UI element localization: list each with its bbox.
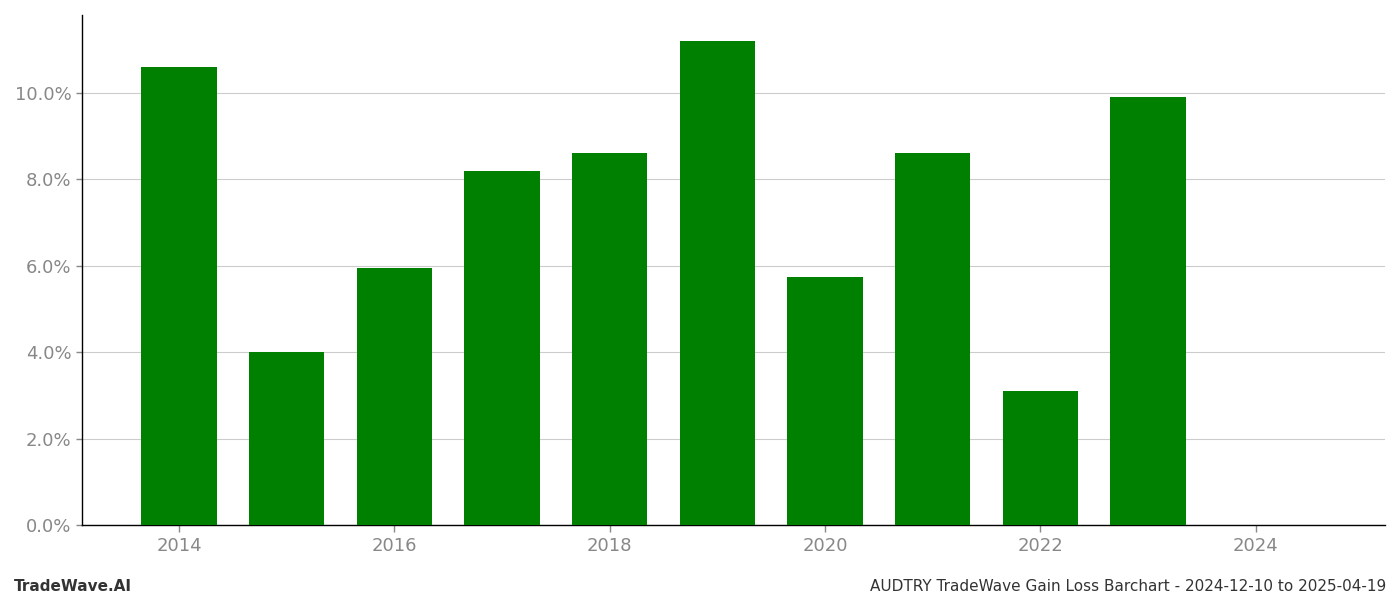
Bar — [680, 41, 755, 525]
Bar — [787, 277, 862, 525]
Text: TradeWave.AI: TradeWave.AI — [14, 579, 132, 594]
Bar — [895, 154, 970, 525]
Bar — [573, 154, 647, 525]
Bar — [141, 67, 217, 525]
Bar — [465, 170, 540, 525]
Bar — [357, 268, 433, 525]
Bar — [1002, 391, 1078, 525]
Bar — [1110, 97, 1186, 525]
Bar — [249, 352, 325, 525]
Text: AUDTRY TradeWave Gain Loss Barchart - 2024-12-10 to 2025-04-19: AUDTRY TradeWave Gain Loss Barchart - 20… — [869, 579, 1386, 594]
